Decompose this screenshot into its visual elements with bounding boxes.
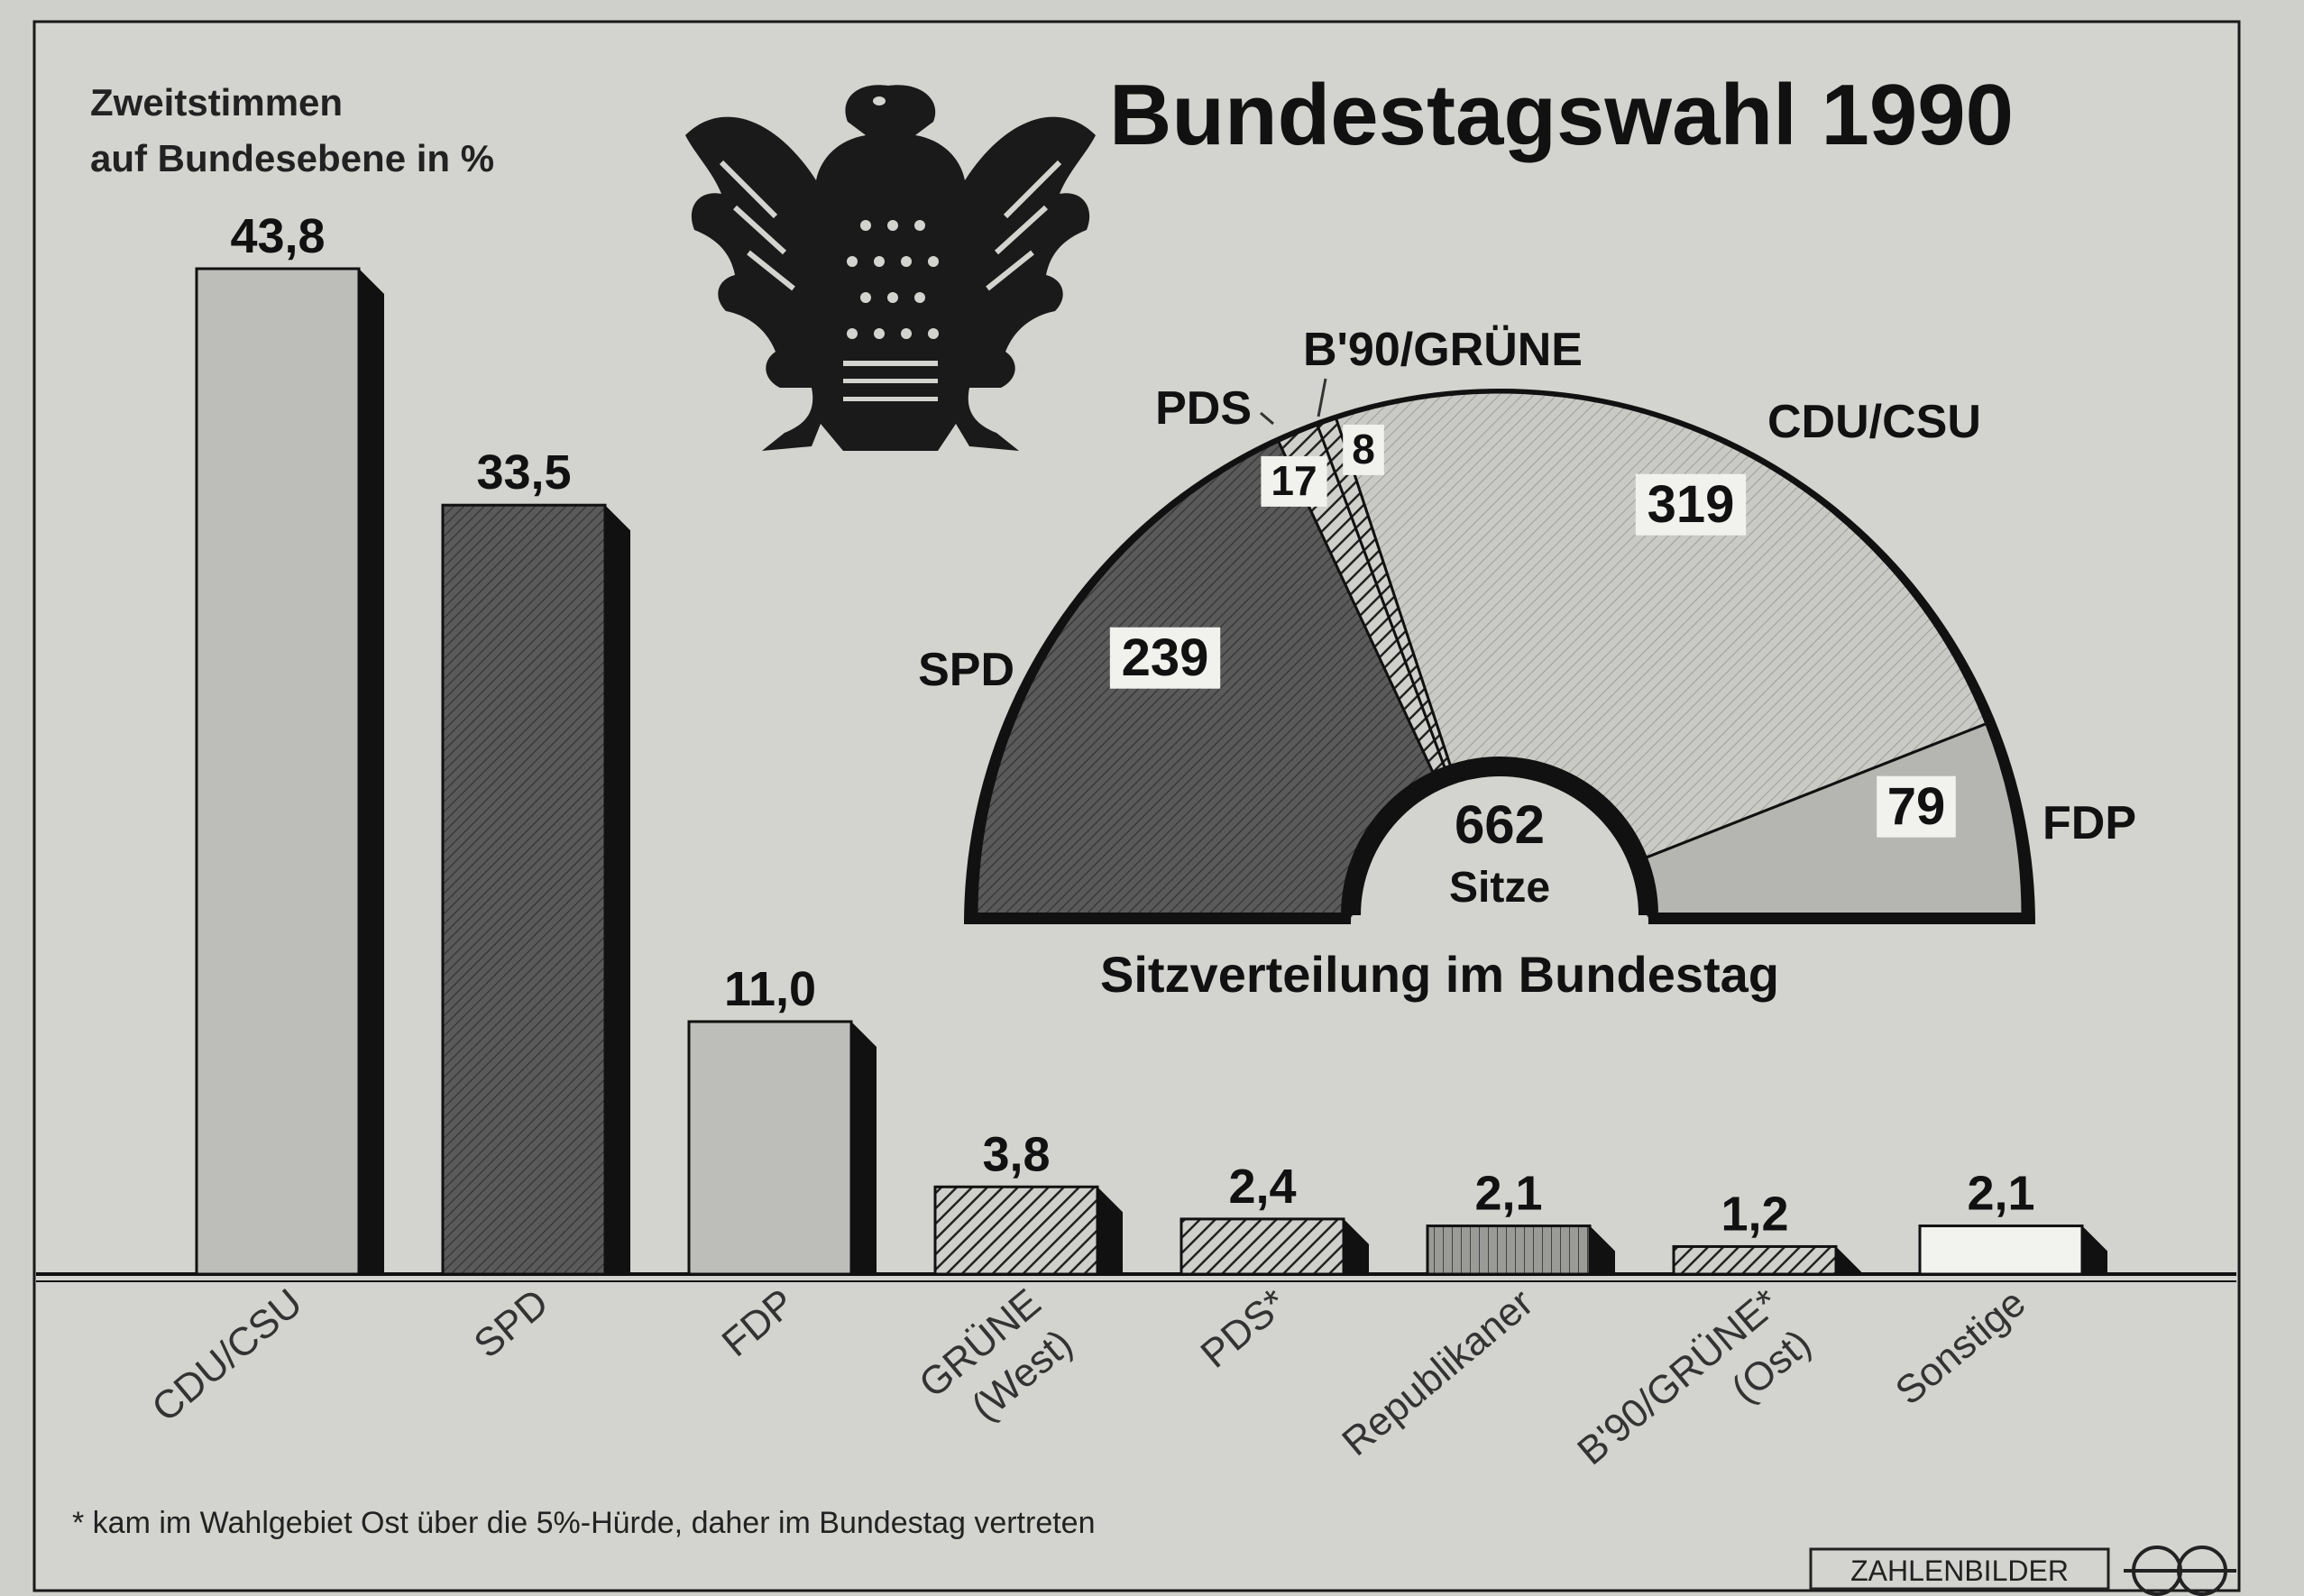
seat-value-box (1343, 424, 1384, 475)
bar-value-label: 33,5 (476, 445, 571, 500)
seat-value-label: 17 (1271, 457, 1317, 504)
seat-total-unit: Sitze (1449, 864, 1550, 912)
bar (1672, 1244, 1838, 1276)
bar-shadow (1344, 1218, 1369, 1274)
bar (1180, 1217, 1345, 1276)
seat-value-box (1877, 775, 1956, 838)
seat-leader-line (1317, 378, 1327, 417)
source-label-box (1809, 1547, 2110, 1591)
bar-value-label: 2,4 (1228, 1160, 1296, 1214)
seat-party-label: FDP (2042, 797, 2136, 849)
bar-shadow (851, 1021, 877, 1274)
seat-value-box (1635, 473, 1747, 536)
seat-party-label: CDU/CSU (1767, 396, 1981, 448)
seat-chart-inner-ring (1341, 757, 1658, 916)
seat-value-box (1261, 455, 1327, 507)
bar-value-label: 2,1 (1967, 1167, 2034, 1221)
bar-shadow (2082, 1225, 2107, 1274)
bar (1918, 1225, 2084, 1276)
bar (687, 1020, 853, 1276)
seat-chart-title: Sitzverteilung im Bundestag (1100, 946, 1779, 1003)
bar-value-label: 2,1 (1474, 1167, 1542, 1221)
bar-shadow (1836, 1246, 1861, 1274)
seat-value-label: 8 (1352, 426, 1375, 472)
seat-distribution-chart: 239 SPD 17 PDS 8 B'90/GRÜNE 319 CDU/CSU 79 FDP (918, 324, 2136, 924)
seat-total-value: 662 (1455, 794, 1545, 855)
seat-value-label: 79 (1887, 777, 1946, 836)
bar-value-label: 43,8 (230, 209, 325, 263)
bar-shadow (1590, 1225, 1615, 1274)
zahlenbilder-logo-icon (2124, 1546, 2236, 1596)
seat-party-label: SPD (918, 644, 1014, 696)
bar (441, 503, 607, 1276)
bar-value-label: 11,0 (724, 962, 816, 1016)
bar (1426, 1225, 1592, 1276)
bar-shadow (605, 505, 630, 1274)
bar-chart-subtitle-line1: Zweitstimmen (90, 81, 343, 124)
bar-value-label: 1,2 (1721, 1187, 1788, 1241)
footnote: * kam im Wahlgebiet Ost über die 5%-Hürd… (72, 1506, 1096, 1540)
seat-party-label: PDS (1155, 382, 1252, 435)
bar-value-label: 3,8 (982, 1127, 1050, 1181)
bar (933, 1185, 1099, 1276)
seat-leader-line (1260, 411, 1274, 426)
source-label: ZAHLENBILDER (1850, 1555, 2069, 1587)
seat-value-label: 239 (1122, 628, 1209, 687)
seat-party-label: B'90/GRÜNE (1303, 324, 1583, 376)
page-title: Bundestagswahl 1990 (1109, 67, 2014, 163)
federal-eagle-icon (685, 85, 1096, 451)
bar-chart-subtitle-line2: auf Bundesebene in % (90, 137, 494, 179)
bar-shadow (359, 269, 384, 1274)
seat-value-label: 319 (1648, 475, 1735, 534)
bar-shadow (1097, 1187, 1123, 1274)
bar (195, 267, 361, 1276)
seat-value-box (1109, 627, 1221, 689)
